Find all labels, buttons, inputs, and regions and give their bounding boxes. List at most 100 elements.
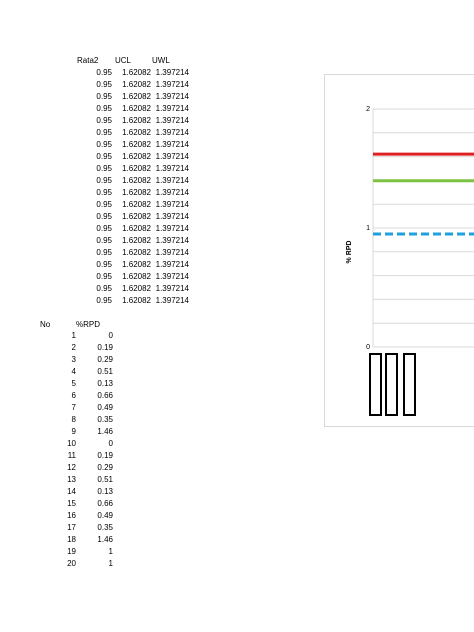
ucl-cell: 1.62082 xyxy=(122,260,151,269)
rata2-cell: 0.95 xyxy=(96,224,112,233)
table-row: 16 0.49 xyxy=(0,511,130,523)
table-row: 0.95 1.62082 1.397214 xyxy=(0,92,240,104)
table-row: 3 0.29 xyxy=(0,355,130,367)
uwl-cell: 1.397214 xyxy=(155,248,189,257)
table-row: 13 0.51 xyxy=(0,475,130,487)
uwl-cell: 1.397214 xyxy=(155,104,189,113)
table-row: 17 0.35 xyxy=(0,523,130,535)
header-rata2: Rata2 xyxy=(77,56,99,65)
table-row: 0.95 1.62082 1.397214 xyxy=(0,224,240,236)
rpd-cell: 0.29 xyxy=(97,355,113,364)
uwl-cell: 1.397214 xyxy=(155,188,189,197)
rata2-cell: 0.95 xyxy=(96,140,112,149)
table-header-row: Rata2 UCL UWL xyxy=(0,56,240,68)
table-row: 0.95 1.62082 1.397214 xyxy=(0,212,240,224)
table-row: 2 0.19 xyxy=(0,343,130,355)
rpd-cell: 0.51 xyxy=(97,367,113,376)
y-tick-label: 0 xyxy=(366,344,370,351)
table-row: 0.95 1.62082 1.397214 xyxy=(0,200,240,212)
rpd-cell: 0.13 xyxy=(97,487,113,496)
rpd-cell: 0.19 xyxy=(97,451,113,460)
ucl-cell: 1.62082 xyxy=(122,104,151,113)
y-tick-label: 1 xyxy=(366,225,370,232)
uwl-cell: 1.397214 xyxy=(155,212,189,221)
ucl-cell: 1.62082 xyxy=(122,80,151,89)
table-row: 0.95 1.62082 1.397214 xyxy=(0,152,240,164)
header-rpd: %RPD xyxy=(76,320,101,329)
table-row: 0.95 1.62082 1.397214 xyxy=(0,164,240,176)
table-row: 0.95 1.62082 1.397214 xyxy=(0,296,240,308)
uwl-cell: 1.397214 xyxy=(155,152,189,161)
chart-bar xyxy=(385,353,398,416)
ucl-cell: 1.62082 xyxy=(122,128,151,137)
no-cell: 16 xyxy=(67,511,76,520)
table-row: 0.95 1.62082 1.397214 xyxy=(0,272,240,284)
table-row: 0.95 1.62082 1.397214 xyxy=(0,116,240,128)
uwl-cell: 1.397214 xyxy=(155,260,189,269)
table-row: 0.95 1.62082 1.397214 xyxy=(0,248,240,260)
uwl-cell: 1.397214 xyxy=(155,236,189,245)
uwl-cell: 1.397214 xyxy=(155,176,189,185)
rpd-cell: 0.49 xyxy=(97,511,113,520)
rpd-control-chart: 0 1 2 % RPD xyxy=(346,106,474,416)
no-cell: 15 xyxy=(67,499,76,508)
ucl-cell: 1.62082 xyxy=(122,224,151,233)
y-tick-label: 2 xyxy=(366,106,370,113)
ucl-cell: 1.62082 xyxy=(122,92,151,101)
rpd-cell: 1.46 xyxy=(97,427,113,436)
table-row: 20 1 xyxy=(0,559,130,571)
table-row: 0.95 1.62082 1.397214 xyxy=(0,188,240,200)
no-cell: 19 xyxy=(67,547,76,556)
uwl-cell: 1.397214 xyxy=(155,68,189,77)
rpd-cell: 0.66 xyxy=(97,391,113,400)
table-row: 0.95 1.62082 1.397214 xyxy=(0,284,240,296)
no-cell: 1 xyxy=(71,331,76,340)
no-cell: 17 xyxy=(67,523,76,532)
rata2-cell: 0.95 xyxy=(96,92,112,101)
rpd-cell: 1.46 xyxy=(97,535,113,544)
table-row: 0.95 1.62082 1.397214 xyxy=(0,140,240,152)
table-row: 0.95 1.62082 1.397214 xyxy=(0,128,240,140)
uwl-cell: 1.397214 xyxy=(155,224,189,233)
uwl-cell: 1.397214 xyxy=(155,140,189,149)
rata2-cell: 0.95 xyxy=(96,200,112,209)
table-row: 4 0.51 xyxy=(0,367,130,379)
uwl-cell: 1.397214 xyxy=(155,92,189,101)
table-row: 8 0.35 xyxy=(0,415,130,427)
chart-limit-lines xyxy=(373,152,474,236)
rata2-cell: 0.95 xyxy=(96,164,112,173)
rata2-cell: 0.95 xyxy=(96,152,112,161)
no-cell: 10 xyxy=(67,439,76,448)
table-row: 0.95 1.62082 1.397214 xyxy=(0,236,240,248)
chart-bar xyxy=(403,353,416,416)
uwl-cell: 1.397214 xyxy=(155,116,189,125)
uwl-cell: 1.397214 xyxy=(155,284,189,293)
chart-bar xyxy=(369,353,382,416)
table-row: 0.95 1.62082 1.397214 xyxy=(0,176,240,188)
table-row: 5 0.13 xyxy=(0,379,130,391)
ucl-cell: 1.62082 xyxy=(122,296,151,305)
rata2-cell: 0.95 xyxy=(96,236,112,245)
table-row: 11 0.19 xyxy=(0,451,130,463)
ucl-cell: 1.62082 xyxy=(122,272,151,281)
ucl-cell: 1.62082 xyxy=(122,200,151,209)
uwl-cell: 1.397214 xyxy=(155,128,189,137)
rpd-cell: 0 xyxy=(108,331,113,340)
no-cell: 5 xyxy=(71,379,76,388)
ucl-cell: 1.62082 xyxy=(122,152,151,161)
no-cell: 8 xyxy=(71,415,76,424)
ucl-cell: 1.62082 xyxy=(122,248,151,257)
rpd-cell: 0.51 xyxy=(97,475,113,484)
rpd-cell: 0.35 xyxy=(97,523,113,532)
table-row: 9 1.46 xyxy=(0,427,130,439)
uwl-cell: 1.397214 xyxy=(155,296,189,305)
table-row: 0.95 1.62082 1.397214 xyxy=(0,68,240,80)
rata2-cell: 0.95 xyxy=(96,104,112,113)
no-cell: 18 xyxy=(67,535,76,544)
rata2-cell: 0.95 xyxy=(96,248,112,257)
ucl-cell: 1.62082 xyxy=(122,164,151,173)
no-cell: 20 xyxy=(67,559,76,568)
control-limits-table: Rata2 UCL UWL 0.95 1.62082 1.397214 0.95 1.6… xyxy=(0,0,240,310)
rpd-cell: 0.19 xyxy=(97,343,113,352)
